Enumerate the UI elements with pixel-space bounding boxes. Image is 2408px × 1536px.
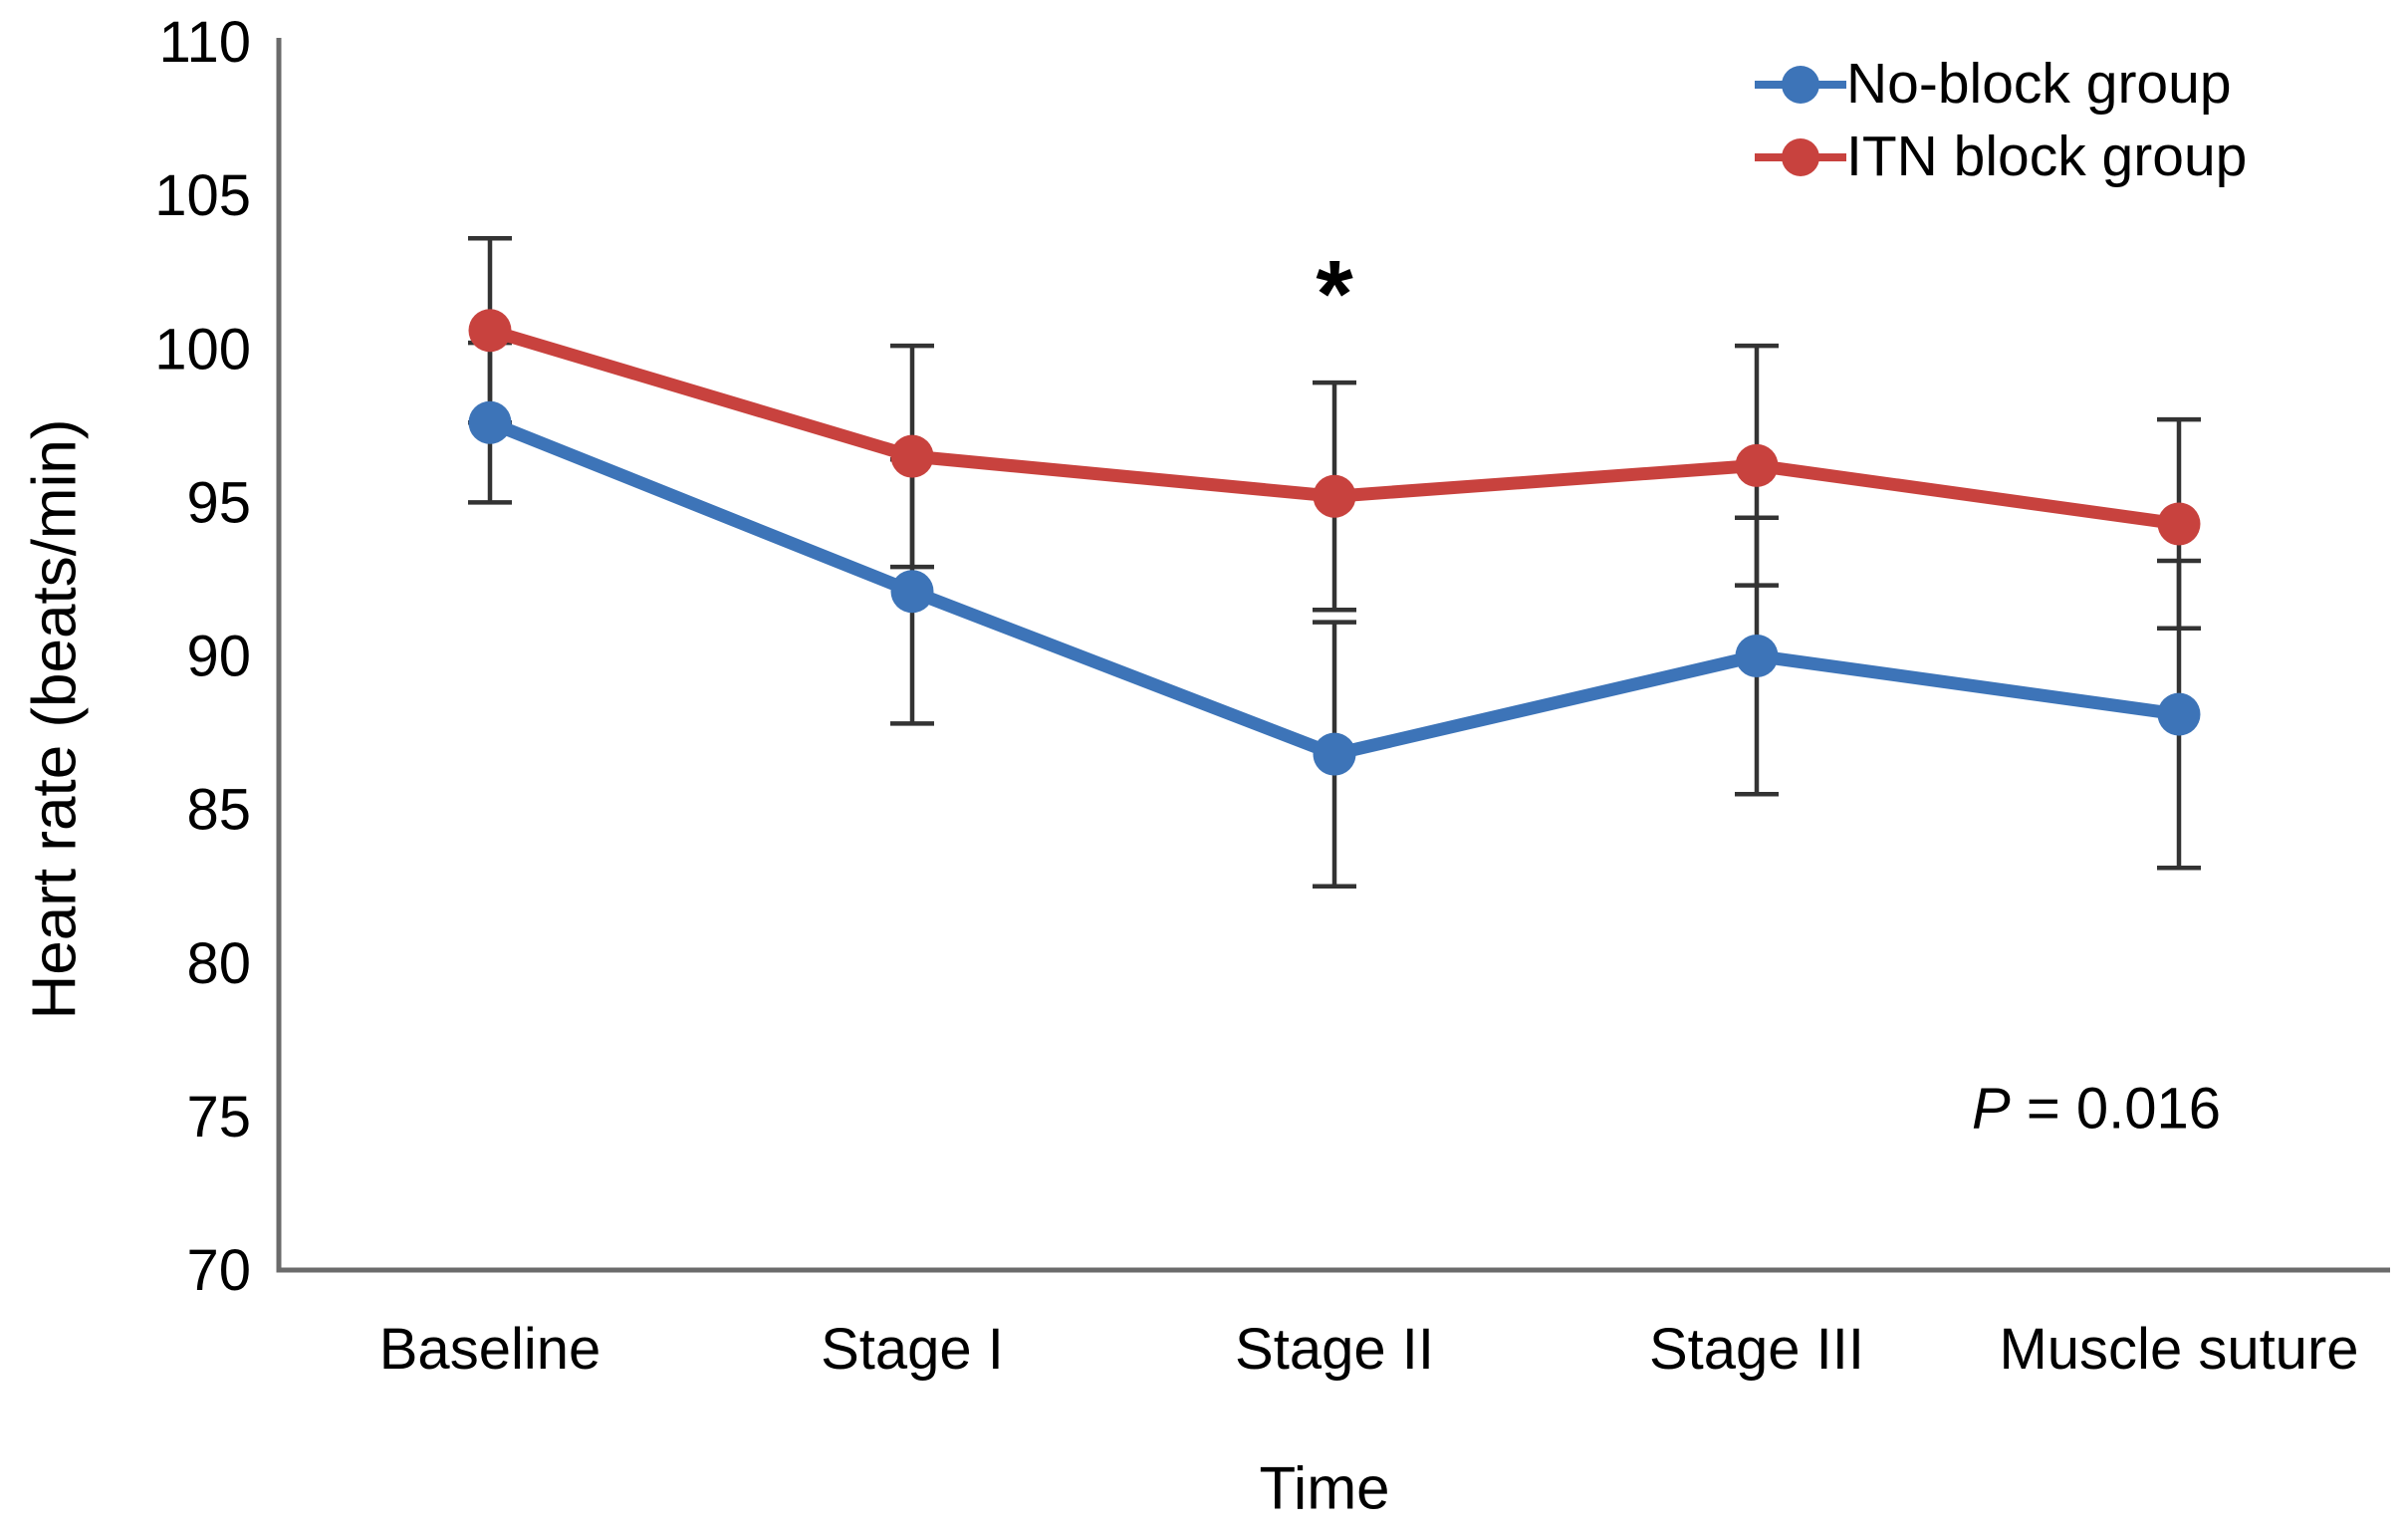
axes [276,38,2390,1273]
p-value-annotation: P = 0.016 [1972,1076,2221,1143]
y-tick-label: 105 [154,163,251,228]
legend-item-itn-block: ITN block group [1755,128,2247,185]
x-tick-label: Stage II [1235,1317,1434,1382]
y-tick-label: 75 [186,1085,251,1150]
data-point-marker [2157,692,2201,736]
data-point-marker [1735,443,1779,487]
itn-block-line-marker-icon [1755,134,1846,180]
legend-dot [1782,65,1819,104]
y-tick-labels: 110 105 100 95 90 85 80 75 70 [154,10,251,1303]
p-value-symbol: P [1972,1076,2011,1142]
p-value-number: = 0.016 [2010,1076,2221,1142]
y-tick-label: 70 [186,1238,251,1303]
data-point-marker [890,434,934,478]
legend-label-no-block: No-block group [1846,52,2232,116]
y-tick-label: 95 [186,470,251,535]
x-axis-title: Time [1259,1454,1390,1522]
x-tick-label: Stage I [821,1317,1004,1382]
y-tick-label: 80 [186,931,251,996]
y-tick-label: 100 [154,317,251,382]
legend: No-block group ITN block group [1755,56,2247,185]
data-points [468,309,2201,776]
data-point-marker [1313,732,1356,776]
y-tick-label: 85 [186,778,251,843]
y-tick-label: 110 [159,10,251,75]
data-point-marker [2157,502,2201,546]
y-axis-title: Heart rate (beats/min) [20,418,90,1020]
data-point-marker [468,400,512,444]
legend-item-no-block: No-block group [1755,56,2247,113]
data-point-marker [890,570,934,614]
data-point-marker [1313,474,1356,518]
legend-label-itn-block: ITN block group [1846,125,2248,188]
legend-dot [1782,137,1819,176]
x-tick-labels: Baseline Stage I Stage II Stage III Muscle s… [379,1317,2359,1382]
y-tick-label: 90 [186,625,251,689]
x-tick-label: Muscle suture [1999,1317,2358,1382]
data-point-marker [468,309,512,353]
data-point-marker [1735,635,1779,677]
significance-asterisk: * [1316,241,1353,348]
no-block-line-marker-icon [1755,62,1846,108]
x-tick-label: Baseline [379,1317,601,1382]
x-tick-label: Stage III [1649,1317,1864,1382]
